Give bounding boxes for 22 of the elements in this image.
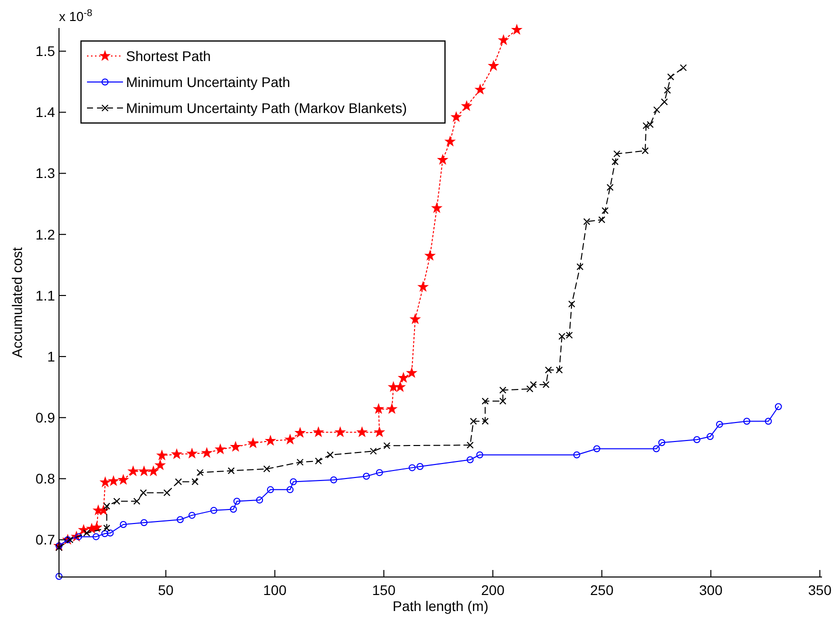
- legend-label: Minimum Uncertainty Path: [126, 74, 290, 90]
- y-tick-label: 0.8: [36, 470, 56, 487]
- y-tick-label: 1: [47, 348, 56, 364]
- x-axis-title: Path length (m): [392, 598, 488, 614]
- x-tick-label: 300: [699, 582, 723, 598]
- y-tick-label: 1.5: [36, 43, 56, 60]
- legend-label: Minimum Uncertainty Path (Markov Blankets): [126, 100, 407, 116]
- text: x 10$^{-8}$: [59, 8, 92, 24]
- y-tick-label: 1.1: [36, 287, 56, 304]
- x-tick-label: 250: [590, 582, 614, 598]
- x-tick-label: 150: [372, 582, 396, 598]
- y-tick-label: 1.2: [36, 226, 56, 242]
- y-tick-label: 0.9: [36, 410, 56, 426]
- y-tick-label: 1.3: [36, 165, 56, 182]
- y-tick-label: 1.4: [36, 104, 56, 120]
- x-tick-label: 200: [481, 582, 505, 598]
- legend-label: Shortest Path: [126, 48, 211, 64]
- x-tick-label: 50: [158, 582, 174, 598]
- x-tick-label: 100: [263, 582, 287, 598]
- y-tick-label: 0.7: [36, 532, 56, 548]
- x-tick-label: 350: [808, 582, 832, 598]
- y-axis-title: Accumulated cost: [9, 247, 25, 358]
